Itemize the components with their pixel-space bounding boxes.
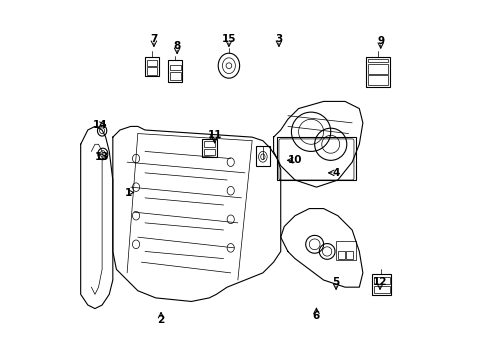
Text: 8: 8 (173, 41, 181, 51)
Text: 11: 11 (207, 130, 222, 140)
Bar (147, 67, 157, 75)
Bar (168, 60, 182, 82)
Text: 15: 15 (221, 34, 236, 44)
Bar (204, 141, 215, 147)
Bar (204, 149, 215, 155)
Text: 9: 9 (377, 36, 384, 46)
Text: 12: 12 (373, 277, 387, 287)
Bar (145, 57, 159, 76)
Text: 4: 4 (332, 168, 340, 178)
Bar (367, 57, 390, 87)
Bar (368, 75, 388, 85)
Text: 6: 6 (313, 311, 320, 321)
Bar (147, 60, 157, 66)
Bar (336, 241, 356, 260)
Bar (170, 64, 181, 70)
Bar (368, 64, 388, 73)
Bar (170, 72, 181, 80)
Bar (373, 277, 390, 284)
Text: 5: 5 (333, 277, 340, 287)
Bar (277, 137, 356, 180)
Bar (346, 251, 353, 258)
Text: 7: 7 (150, 34, 158, 44)
Bar (338, 251, 345, 258)
Bar (372, 274, 392, 295)
Text: 13: 13 (95, 152, 109, 162)
Text: 10: 10 (288, 156, 302, 165)
Bar (202, 139, 217, 157)
Text: 3: 3 (275, 34, 283, 44)
Text: 2: 2 (157, 315, 165, 325)
Bar (368, 59, 388, 62)
Text: 1: 1 (125, 188, 132, 198)
Bar (373, 286, 390, 293)
Text: 14: 14 (93, 120, 108, 130)
Bar (256, 146, 270, 166)
